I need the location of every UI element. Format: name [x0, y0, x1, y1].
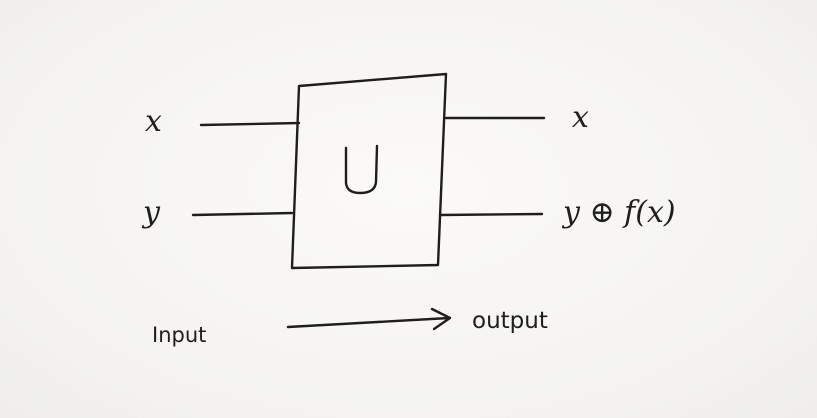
- input-label-y: y: [141, 195, 161, 230]
- output-label-y: y ⊕ f(x): [561, 195, 676, 230]
- gate-label-glyph: [344, 144, 379, 195]
- input-label-x: x: [145, 104, 162, 139]
- flow-to-label: output: [472, 308, 548, 334]
- flow-arrow-head: [430, 307, 452, 331]
- input-wire-x: [199, 121, 301, 127]
- gate-box: [290, 72, 448, 270]
- input-wire-y: [191, 211, 294, 217]
- output-label-x: x: [572, 100, 589, 135]
- flow-from-label: Input: [152, 323, 206, 347]
- output-wire-y: [438, 212, 544, 217]
- flow-arrow-line: [286, 316, 451, 329]
